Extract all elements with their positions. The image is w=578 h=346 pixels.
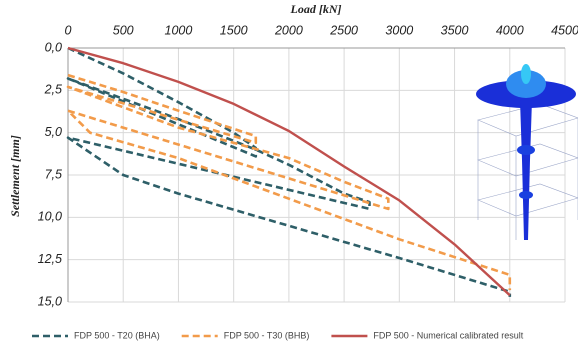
x-tick-label: 500 bbox=[113, 23, 134, 37]
y-tick-label: 0,0 bbox=[45, 40, 62, 54]
legend-label: FDP 500 - T20 (BHA) bbox=[74, 330, 160, 340]
x-tick-label: 4500 bbox=[551, 23, 578, 37]
y-axis-label: Settlement [mm] bbox=[8, 135, 22, 217]
y-tick-label: 15,0 bbox=[38, 294, 62, 308]
x-tick-label: 4000 bbox=[496, 23, 524, 37]
x-axis-label: Load [kN] bbox=[290, 2, 342, 16]
y-tick-label: 2,5 bbox=[44, 83, 62, 97]
legend-label: FDP 500 - T30 (BHB) bbox=[224, 330, 310, 340]
legend-label: FDP 500 - Numerical calibrated result bbox=[373, 330, 523, 340]
x-tick-label: 2500 bbox=[329, 23, 358, 37]
x-tick-label: 0 bbox=[65, 23, 72, 37]
x-tick-label: 3000 bbox=[385, 23, 413, 37]
x-tick-label: 1500 bbox=[220, 23, 248, 37]
y-tick-label: 12,5 bbox=[38, 252, 62, 266]
inset-image bbox=[476, 64, 578, 240]
chart: Load [kN] Settlement [mm] 0 500 1000 1500 20… bbox=[0, 0, 578, 346]
y-tick-label: 7,5 bbox=[45, 167, 62, 181]
x-tick-label: 2000 bbox=[274, 23, 303, 37]
x-tick-label: 3500 bbox=[441, 23, 469, 37]
y-tick-label: 10,0 bbox=[38, 210, 62, 224]
y-tick-label: 5,0 bbox=[45, 125, 62, 139]
x-tick-label: 1000 bbox=[165, 23, 193, 37]
